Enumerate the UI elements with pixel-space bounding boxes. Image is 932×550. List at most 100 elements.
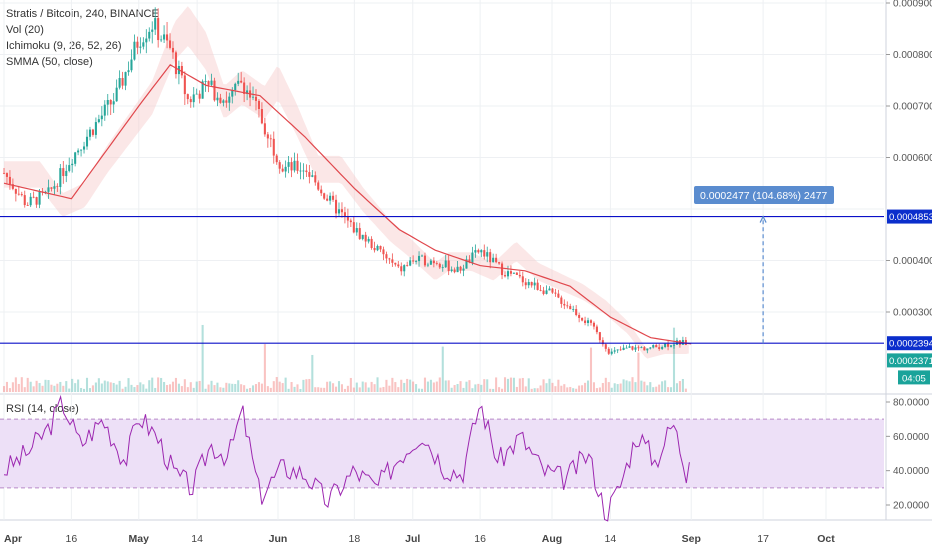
volume-bar <box>447 380 450 392</box>
candle-body <box>148 31 151 39</box>
volume-bar <box>376 377 379 392</box>
volume-bar <box>400 379 403 392</box>
candle-body <box>168 40 172 48</box>
volume-bar <box>47 380 50 392</box>
volume-bar <box>560 385 563 392</box>
measure-label-box <box>694 186 834 204</box>
candle-body <box>317 182 320 190</box>
candle-body <box>548 288 551 291</box>
candle-body <box>655 345 658 348</box>
volume-bar <box>672 327 676 392</box>
candle-body <box>222 100 225 103</box>
time-tick-label: 18 <box>349 533 361 545</box>
volume-bar <box>228 383 231 392</box>
volume-bar <box>249 387 252 392</box>
candle-body <box>364 234 367 242</box>
candle-body <box>412 260 415 262</box>
candle-body <box>584 320 587 323</box>
volume-bar <box>613 383 616 392</box>
candle-body <box>453 269 456 273</box>
candle-body <box>91 129 94 135</box>
candle-body <box>652 345 655 348</box>
candle-body <box>438 263 441 268</box>
volume-bar <box>518 378 521 392</box>
rsi-line <box>3 394 690 522</box>
volume-bar <box>243 385 246 392</box>
candle-body <box>498 262 501 264</box>
countdown-label: 04:05 <box>902 373 926 384</box>
candle-body <box>640 347 643 348</box>
candle-body <box>254 96 258 101</box>
volume-bar <box>409 379 412 392</box>
candle-body <box>14 188 17 194</box>
candle-body <box>20 194 23 196</box>
volume-bar <box>426 381 429 392</box>
candle-body <box>672 344 676 346</box>
volume-bar <box>441 346 444 392</box>
candle-body <box>329 195 332 201</box>
candle-body <box>121 78 124 86</box>
volume-bar <box>118 380 121 392</box>
volume-bar <box>145 388 148 392</box>
volume-bar <box>489 388 492 392</box>
candle-body <box>545 290 548 294</box>
candle-body <box>163 34 166 40</box>
volume-bar <box>575 388 578 392</box>
volume-bar <box>290 382 293 392</box>
volume-bar <box>106 381 109 392</box>
candle-body <box>8 176 11 185</box>
candle-body <box>468 259 471 263</box>
candle-body <box>506 271 510 277</box>
volume-bar <box>622 379 625 392</box>
volume-bar <box>281 383 284 392</box>
candle-body <box>649 347 652 349</box>
volume-bar <box>201 324 204 392</box>
price-label-box <box>887 209 932 224</box>
candle-body <box>160 39 163 41</box>
candle-body <box>349 220 352 223</box>
volume-bar <box>139 382 142 392</box>
candle-body <box>557 293 560 298</box>
volume-bar <box>85 377 89 392</box>
volume-bar <box>237 380 240 392</box>
candle-body <box>74 152 77 164</box>
volume-bar <box>326 381 329 392</box>
candle-body <box>38 191 41 205</box>
volume-bar <box>681 378 684 392</box>
candle-body <box>441 267 444 269</box>
volume-bar <box>83 388 86 392</box>
volume-bar <box>148 380 151 392</box>
volume-bar <box>545 383 548 392</box>
volume-bar <box>542 379 545 392</box>
candle-body <box>524 282 527 286</box>
candle-body <box>429 260 432 265</box>
candle-body <box>213 80 216 101</box>
candle-body <box>358 228 361 239</box>
volume-bar <box>589 347 593 392</box>
candle-body <box>198 93 201 99</box>
volume-bar <box>320 387 323 392</box>
candle-body <box>560 297 563 304</box>
volume-bar <box>284 377 287 392</box>
candle-body <box>83 146 86 150</box>
candle-body <box>314 175 317 183</box>
volume-bar <box>151 377 154 392</box>
candle-body <box>684 339 687 345</box>
volume-bar <box>423 377 427 392</box>
volume-bar <box>337 381 341 392</box>
volume-bar <box>483 379 486 392</box>
volume-bar <box>403 382 406 392</box>
volume-bar <box>586 380 590 392</box>
price-label-box <box>887 336 932 351</box>
candle-body <box>495 257 498 263</box>
volume-bar <box>346 385 349 392</box>
volume-bar <box>124 386 127 392</box>
volume-bar <box>530 388 533 392</box>
volume-bar <box>628 381 631 392</box>
volume-bar <box>619 383 622 392</box>
candle-body <box>225 100 228 103</box>
